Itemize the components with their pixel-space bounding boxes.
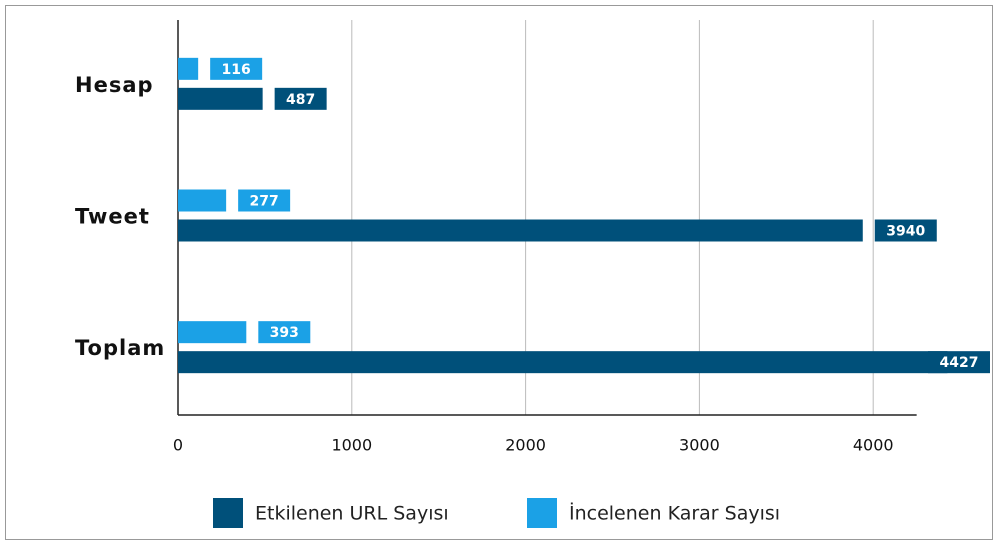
- value-label-text: 393: [270, 325, 299, 341]
- x-tick-label: 3000: [679, 436, 720, 455]
- value-label: 277: [238, 189, 291, 212]
- value-label-box: [874, 219, 937, 242]
- value-label-box: [258, 321, 311, 344]
- x-tick-label: 1000: [331, 436, 372, 455]
- category-label: Toplam: [75, 336, 165, 360]
- value-label-text: 3940: [886, 224, 925, 240]
- value-label-text: 116: [222, 62, 251, 78]
- value-label-box: [210, 57, 263, 80]
- x-tick-label: 0: [173, 436, 183, 455]
- bar: [178, 321, 247, 344]
- value-label: 393: [258, 321, 311, 344]
- value-label-text: 277: [250, 194, 279, 210]
- category-label: Tweet: [75, 205, 150, 229]
- value-label: 116: [210, 57, 263, 80]
- bar: [178, 219, 863, 242]
- frame: [5, 5, 993, 540]
- x-tick-label: 4000: [853, 436, 894, 455]
- value-label: 4427: [928, 351, 990, 374]
- legend-swatch: [213, 498, 243, 528]
- bar: [178, 87, 263, 110]
- legend-label: Etkilenen URL Sayısı: [255, 503, 449, 525]
- x-tick-label: 2000: [505, 436, 546, 455]
- value-label-box: [928, 351, 990, 374]
- bar: [178, 189, 227, 212]
- legend-label: İncelenen Karar Sayısı: [569, 502, 780, 525]
- category-label: Hesap: [75, 73, 154, 97]
- value-label: 487: [274, 87, 327, 110]
- bar: [178, 351, 948, 374]
- bar: [178, 57, 199, 80]
- value-label-text: 487: [286, 92, 315, 108]
- value-label-box: [274, 87, 327, 110]
- value-label: 3940: [874, 219, 937, 242]
- value-label-text: 4427: [940, 355, 979, 371]
- value-label-box: [238, 189, 291, 212]
- legend-swatch: [527, 498, 557, 528]
